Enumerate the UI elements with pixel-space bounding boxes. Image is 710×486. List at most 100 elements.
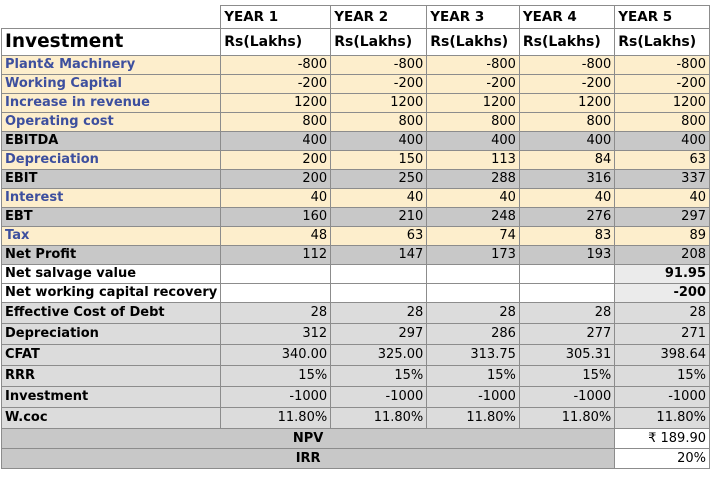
value-cell: 28 — [330, 302, 428, 324]
value-cell: -200 — [518, 74, 616, 94]
value-cell: 150 — [330, 150, 428, 170]
value-cell: 84 — [518, 150, 616, 170]
value-cell: 40 — [614, 188, 710, 208]
table-row: Effective Cost of Debt 28 28 28 28 28 — [0, 302, 710, 324]
unit-header-row: Investment Rs(Lakhs) Rs(Lakhs) Rs(Lakhs)… — [0, 28, 710, 56]
unit-header: Rs(Lakhs) — [330, 28, 428, 56]
irr-row: IRR 20% — [0, 448, 710, 469]
value-cell: -200 — [614, 283, 710, 303]
table-row: Depreciation 312 297 286 277 271 — [0, 323, 710, 345]
row-label: W.coc — [0, 407, 222, 429]
unit-header: Rs(Lakhs) — [518, 28, 616, 56]
row-label: Depreciation — [0, 323, 222, 345]
value-cell: 28 — [426, 302, 520, 324]
value-cell — [518, 264, 616, 284]
row-label: RRR — [0, 365, 222, 387]
value-cell: 1200 — [220, 93, 332, 113]
corner-cell — [0, 5, 222, 29]
value-cell — [426, 283, 520, 303]
value-cell: -200 — [426, 74, 520, 94]
value-cell: 316 — [518, 169, 616, 189]
value-cell: 113 — [426, 150, 520, 170]
year-header: YEAR 2 — [330, 5, 428, 29]
value-cell — [426, 264, 520, 284]
value-cell: 40 — [518, 188, 616, 208]
value-cell: 11.80% — [614, 407, 710, 429]
value-cell: 800 — [220, 112, 332, 132]
unit-header: Rs(Lakhs) — [426, 28, 520, 56]
value-cell: 800 — [330, 112, 428, 132]
value-cell: 40 — [220, 188, 332, 208]
table-row: Net working capital recovery -200 — [0, 283, 710, 303]
table-row: EBT 160 210 248 276 297 — [0, 207, 710, 227]
value-cell: 325.00 — [330, 344, 428, 366]
investment-table: YEAR 1 YEAR 2 YEAR 3 YEAR 4 YEAR 5 Inves… — [0, 5, 710, 469]
value-cell: 337 — [614, 169, 710, 189]
value-cell: 288 — [426, 169, 520, 189]
value-cell: 800 — [518, 112, 616, 132]
value-cell: -200 — [220, 74, 332, 94]
value-cell: -800 — [330, 55, 428, 75]
table-row: Working Capital -200 -200 -200 -200 -200 — [0, 74, 710, 94]
value-cell: 28 — [220, 302, 332, 324]
value-cell: 11.80% — [220, 407, 332, 429]
value-cell: 11.80% — [330, 407, 428, 429]
value-cell: 91.95 — [614, 264, 710, 284]
value-cell: 400 — [614, 131, 710, 151]
value-cell: 340.00 — [220, 344, 332, 366]
value-cell: -1000 — [426, 386, 520, 408]
row-label: Net working capital recovery — [0, 283, 222, 303]
value-cell: 193 — [518, 245, 616, 265]
row-label: Depreciation — [0, 150, 222, 170]
year-header-row: YEAR 1 YEAR 2 YEAR 3 YEAR 4 YEAR 5 — [0, 5, 710, 29]
value-cell: 400 — [426, 131, 520, 151]
value-cell: -800 — [518, 55, 616, 75]
value-cell: 400 — [518, 131, 616, 151]
value-cell: 271 — [614, 323, 710, 345]
row-label: Net salvage value — [0, 264, 222, 284]
value-cell: 15% — [426, 365, 520, 387]
row-label: Investment — [0, 386, 222, 408]
value-cell: 112 — [220, 245, 332, 265]
value-cell: -1000 — [518, 386, 616, 408]
value-cell: 312 — [220, 323, 332, 345]
value-cell: 1200 — [330, 93, 428, 113]
value-cell: 11.80% — [518, 407, 616, 429]
row-label: Effective Cost of Debt — [0, 302, 222, 324]
irr-label: IRR — [0, 448, 616, 469]
table-row: Interest 40 40 40 40 40 — [0, 188, 710, 208]
value-cell: 800 — [426, 112, 520, 132]
unit-header: Rs(Lakhs) — [614, 28, 710, 56]
table-row: EBIT 200 250 288 316 337 — [0, 169, 710, 189]
year-header: YEAR 5 — [614, 5, 710, 29]
row-label: Increase in revenue — [0, 93, 222, 113]
value-cell: -1000 — [330, 386, 428, 408]
value-cell: 297 — [614, 207, 710, 227]
value-cell: 305.31 — [518, 344, 616, 366]
value-cell: 28 — [614, 302, 710, 324]
year-header: YEAR 4 — [518, 5, 616, 29]
row-label: CFAT — [0, 344, 222, 366]
table-row: Net Profit 112 147 173 193 208 — [0, 245, 710, 265]
value-cell — [220, 264, 332, 284]
value-cell: 276 — [518, 207, 616, 227]
value-cell: 63 — [614, 150, 710, 170]
row-label: EBIT — [0, 169, 222, 189]
value-cell: 208 — [614, 245, 710, 265]
value-cell: 160 — [220, 207, 332, 227]
value-cell: 1200 — [426, 93, 520, 113]
value-cell: -200 — [330, 74, 428, 94]
value-cell — [330, 264, 428, 284]
value-cell: 1200 — [614, 93, 710, 113]
value-cell: 15% — [518, 365, 616, 387]
value-cell: 83 — [518, 226, 616, 246]
value-cell: 147 — [330, 245, 428, 265]
value-cell: 398.64 — [614, 344, 710, 366]
row-label: Working Capital — [0, 74, 222, 94]
value-cell: -800 — [614, 55, 710, 75]
value-cell: 800 — [614, 112, 710, 132]
value-cell: 11.80% — [426, 407, 520, 429]
value-cell: 48 — [220, 226, 332, 246]
table-row: Plant& Machinery -800 -800 -800 -800 -80… — [0, 55, 710, 75]
row-label: Plant& Machinery — [0, 55, 222, 75]
